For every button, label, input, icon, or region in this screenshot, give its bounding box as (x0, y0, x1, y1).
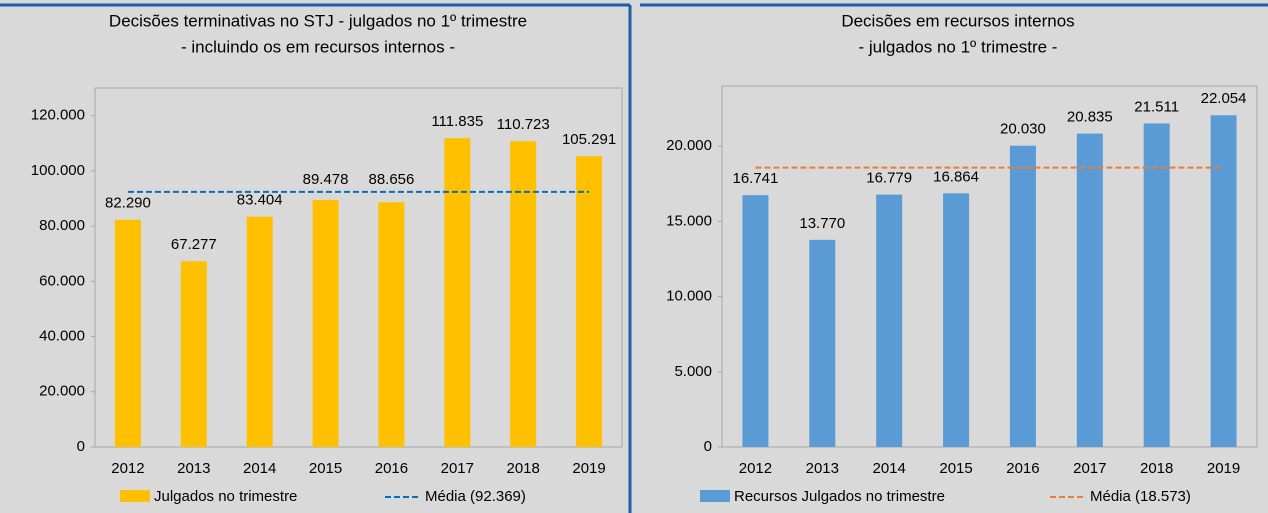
value-label: 67.277 (171, 236, 217, 253)
legend-swatch (120, 490, 150, 502)
value-label: 88.656 (368, 171, 414, 188)
y-tick-label: 15.000 (666, 212, 712, 229)
legend-label: Recursos Julgados no trimestre (734, 488, 945, 505)
x-tick-label: 2018 (1140, 460, 1173, 477)
value-label: 83.404 (237, 192, 283, 209)
bar (180, 261, 207, 447)
bar (444, 138, 471, 448)
x-tick-label: 2019 (1207, 460, 1240, 477)
bar (312, 199, 339, 447)
chart-title: - julgados no 1º trimestre - (859, 37, 1058, 56)
x-tick-label: 2012 (111, 460, 144, 477)
y-tick-label: 20.000 (39, 383, 85, 400)
x-tick-label: 2013 (177, 460, 210, 477)
value-label: 82.290 (105, 195, 151, 212)
bar (1143, 123, 1170, 447)
x-tick-label: 2014 (873, 460, 906, 477)
y-tick-label: 0 (77, 438, 85, 455)
y-tick-label: 10.000 (666, 288, 712, 305)
bar (809, 239, 836, 447)
value-label: 16.741 (732, 170, 778, 187)
legend-label: Média (92.369) (425, 488, 526, 505)
y-tick-label: 60.000 (39, 272, 85, 289)
value-label: 13.770 (799, 215, 845, 232)
legend-label: Julgados no trimestre (154, 488, 297, 505)
x-tick-label: 2017 (1073, 460, 1106, 477)
x-tick-label: 2016 (1006, 460, 1039, 477)
bar (246, 216, 273, 447)
x-tick-label: 2019 (572, 460, 605, 477)
plot-area (721, 85, 1258, 448)
bar (378, 202, 405, 447)
chart-title: - incluindo os em recursos internos - (181, 37, 455, 56)
bar (1076, 133, 1103, 447)
value-label: 89.478 (303, 171, 349, 188)
y-tick-label: 40.000 (39, 328, 85, 345)
x-tick-label: 2014 (243, 460, 276, 477)
value-label: 105.291 (562, 131, 616, 148)
y-tick-label: 5.000 (674, 363, 712, 380)
y-tick-label: 80.000 (39, 217, 85, 234)
y-tick-label: 0 (704, 438, 712, 455)
x-tick-label: 2015 (309, 460, 342, 477)
x-tick-label: 2017 (441, 460, 474, 477)
value-label: 110.723 (497, 116, 550, 133)
legend-label: Média (18.573) (1090, 488, 1191, 505)
value-label: 16.864 (933, 168, 979, 185)
bar (1210, 115, 1237, 447)
chart-title: Decisões em recursos internos (841, 11, 1074, 30)
bar (742, 195, 769, 447)
value-label: 111.835 (431, 113, 483, 130)
value-label: 21.511 (1134, 98, 1179, 115)
y-tick-label: 20.000 (666, 137, 712, 154)
legend-swatch (700, 490, 730, 502)
plot-area (94, 87, 623, 448)
bar (1009, 145, 1036, 447)
x-tick-label: 2016 (375, 460, 408, 477)
bar (876, 194, 903, 447)
value-label: 20.835 (1067, 109, 1113, 126)
y-tick-label: 100.000 (31, 162, 85, 179)
bar (943, 193, 970, 447)
value-label: 16.779 (866, 170, 912, 187)
bar (114, 219, 141, 447)
bar (576, 156, 603, 447)
value-label: 22.054 (1201, 90, 1247, 107)
x-tick-label: 2012 (739, 460, 772, 477)
bar (510, 141, 537, 447)
chart-title: Decisões terminativas no STJ - julgados … (109, 11, 527, 30)
x-tick-label: 2018 (507, 460, 540, 477)
x-tick-label: 2015 (939, 460, 972, 477)
y-tick-label: 120.000 (31, 107, 85, 124)
x-tick-label: 2013 (806, 460, 839, 477)
value-label: 20.030 (1000, 121, 1046, 138)
